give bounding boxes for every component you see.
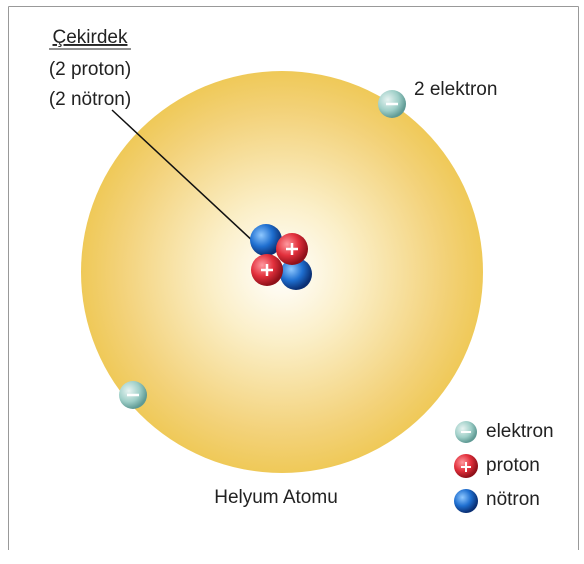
legend-label: elektron	[486, 421, 554, 442]
page: {"nucleus_label": {"title": "Çekirdek", …	[0, 0, 584, 564]
electron	[119, 381, 147, 409]
electron	[378, 90, 406, 118]
legend: elektron proton nötron	[454, 421, 554, 513]
nucleus-title: Çekirdek	[53, 27, 128, 48]
caption: Helyum Atomu	[214, 487, 338, 508]
legend-label: nötron	[486, 489, 540, 510]
proton-count: (2 proton)	[49, 59, 131, 80]
diagram: Çekirdek (2 proton) (2 nötron) 2 elektro…	[0, 0, 584, 564]
electron-count: 2 elektron	[414, 79, 497, 100]
neutron-count: (2 nötron)	[49, 89, 131, 110]
legend-neutron	[454, 489, 478, 513]
legend-label: proton	[486, 455, 540, 476]
